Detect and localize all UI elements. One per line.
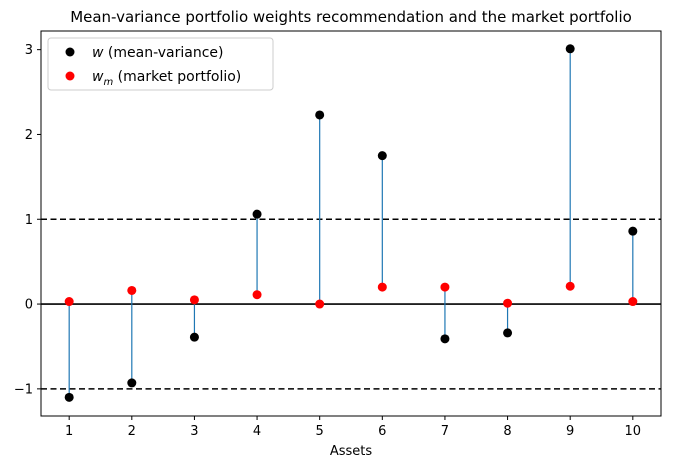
y-tick-label: 2 (25, 128, 33, 143)
legend-label-w: w (mean-variance) (92, 45, 223, 61)
wm-point (565, 281, 575, 291)
w-point (315, 110, 325, 120)
w-point (503, 328, 513, 338)
y-tick-label: −1 (14, 382, 33, 397)
legend-label-wm: wm (market portfolio) (92, 69, 241, 88)
legend-marker-wm (65, 71, 75, 81)
x-tick-label: 9 (566, 424, 574, 439)
wm-point (377, 282, 387, 292)
wm-point (189, 295, 199, 305)
w-point (628, 226, 638, 236)
wm-point (440, 282, 450, 292)
y-tick-label: 0 (25, 298, 33, 313)
wm-point (315, 299, 325, 309)
plot-area: 1 2 3 4 5 6 7 8 9 10 −1 0 1 2 3 w (mean-variance) wm (ma… (14, 30, 662, 439)
w-point (189, 332, 199, 342)
w-point (64, 392, 74, 402)
x-tick-label: 1 (65, 424, 73, 439)
w-point (377, 151, 387, 161)
w-point (127, 378, 137, 388)
x-tick-label: 3 (190, 424, 198, 439)
x-tick-label: 8 (503, 424, 511, 439)
x-tick-label: 2 (128, 424, 136, 439)
x-axis-label: Assets (330, 444, 373, 459)
axes-frame (40, 30, 662, 417)
wm-point (252, 290, 262, 300)
x-tick-label: 7 (441, 424, 449, 439)
wm-point (503, 298, 513, 308)
wm-point (64, 297, 74, 307)
legend-box (47, 37, 274, 91)
y-tick-label: 3 (25, 43, 33, 58)
w-point (252, 209, 262, 219)
wm-point (127, 285, 137, 295)
chart-title: Mean-variance portfolio weights recommen… (70, 8, 632, 26)
x-tick-label: 4 (253, 424, 261, 439)
w-point (440, 334, 450, 344)
x-tick-label: 6 (378, 424, 386, 439)
wm-point (628, 297, 638, 307)
legend-marker-w (65, 47, 75, 57)
x-tick-label: 10 (625, 424, 642, 439)
y-tick-label: 1 (25, 213, 33, 228)
w-point (565, 44, 575, 54)
x-tick-label: 5 (316, 424, 324, 439)
